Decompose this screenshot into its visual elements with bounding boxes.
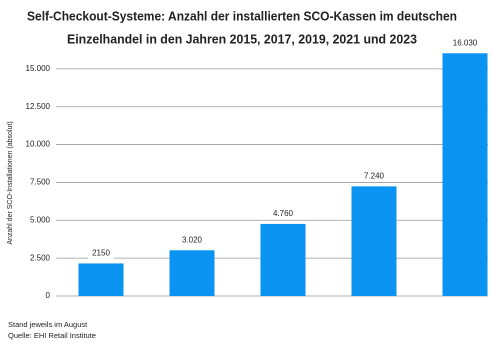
note: Quelle: EHI Retail Institute [8,331,96,340]
data-label: 16.030 [453,38,478,47]
y-tick-label: 7.500 [30,178,51,187]
data-label: 7.240 [364,171,385,180]
bar [351,186,397,296]
y-tick-label: 5.000 [30,215,51,224]
data-label: 3.020 [182,235,203,244]
label-bg [88,248,114,259]
y-tick-label: 10.000 [26,140,51,149]
data-label: 4.760 [273,209,294,218]
y-tick-label: 2.500 [30,253,51,262]
chart-title: Einzelhandel in den Jahren 2015, 2017, 2… [67,32,417,46]
label-bg [179,235,205,246]
y-tick-label: 0 [46,291,51,300]
label-bg [361,171,387,182]
bar [169,250,215,296]
y-tick-label: 15.000 [26,64,51,73]
data-label: 2150 [92,249,110,258]
label-bg [270,208,296,219]
label-bg [452,38,478,49]
bar [260,223,306,296]
bar [78,263,124,296]
y-tick-label: 12.500 [26,102,51,111]
y-axis-label: Anzahl der SCO-Installationen (absolut) [7,121,14,244]
note: Stand jeweils im August [8,320,88,329]
bar [442,53,488,297]
chart-title: Self-Checkout-Systeme: Anzahl der instal… [27,9,457,23]
